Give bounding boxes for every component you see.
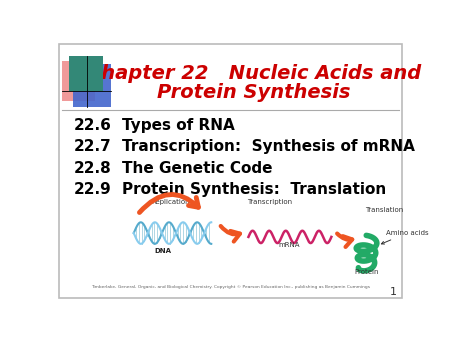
Bar bbox=[69, 56, 103, 91]
Text: The Genetic Code: The Genetic Code bbox=[122, 161, 273, 176]
Text: Types of RNA: Types of RNA bbox=[122, 118, 235, 133]
Text: DNA: DNA bbox=[155, 248, 172, 254]
Text: Protein Synthesis:  Translation: Protein Synthesis: Translation bbox=[122, 183, 387, 197]
Text: Replication: Replication bbox=[152, 199, 190, 205]
Text: Protein: Protein bbox=[354, 269, 378, 274]
Bar bbox=[63, 61, 95, 101]
Text: Chapter 22   Nucleic Acids and: Chapter 22 Nucleic Acids and bbox=[87, 64, 421, 83]
Text: 22.7: 22.7 bbox=[73, 139, 111, 154]
Bar bbox=[73, 65, 111, 107]
FancyArrowPatch shape bbox=[140, 194, 198, 213]
Text: 1: 1 bbox=[390, 287, 397, 296]
Text: 22.9: 22.9 bbox=[73, 183, 111, 197]
Text: Amino acids: Amino acids bbox=[382, 230, 428, 244]
FancyArrowPatch shape bbox=[337, 234, 352, 247]
FancyArrowPatch shape bbox=[220, 226, 240, 242]
Text: 22.8: 22.8 bbox=[73, 161, 111, 176]
Text: 22.6: 22.6 bbox=[73, 118, 111, 133]
Text: Transcription: Transcription bbox=[247, 199, 292, 205]
Text: mRNA: mRNA bbox=[278, 242, 300, 248]
Text: Translation: Translation bbox=[364, 207, 403, 213]
Text: Transcription:  Synthesis of mRNA: Transcription: Synthesis of mRNA bbox=[122, 139, 415, 154]
Text: Timberlake, General, Organic, and Biological Chemistry. Copyright © Pearson Educ: Timberlake, General, Organic, and Biolog… bbox=[91, 285, 370, 289]
Text: Protein Synthesis: Protein Synthesis bbox=[157, 83, 351, 102]
